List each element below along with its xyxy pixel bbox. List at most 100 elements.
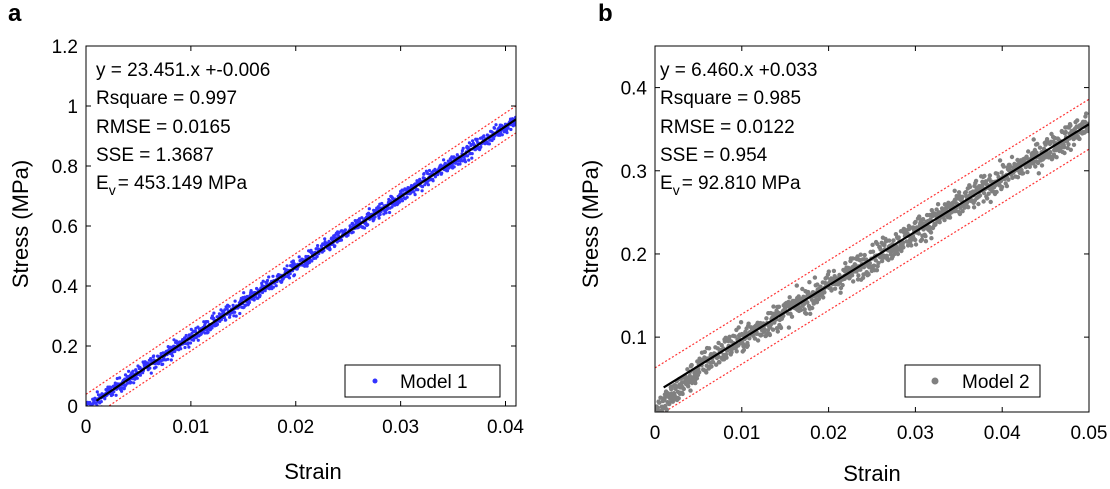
data-point — [981, 199, 986, 204]
data-point — [999, 170, 1004, 175]
data-point — [91, 407, 94, 410]
data-point — [672, 393, 677, 398]
fit-line-b — [663, 123, 1089, 389]
x-tick-label: 0.02 — [277, 417, 314, 438]
data-point — [297, 255, 301, 259]
data-point — [500, 133, 504, 137]
data-point — [887, 238, 892, 243]
legend-dot — [372, 378, 378, 384]
y-axis-label-a: Stress (MPa) — [8, 160, 33, 288]
fit-line — [663, 123, 1089, 389]
data-point — [210, 326, 214, 330]
data-point — [384, 211, 388, 215]
data-point — [960, 194, 965, 199]
x-tick-label: 0.04 — [487, 417, 524, 438]
data-point — [88, 408, 91, 411]
data-point — [816, 296, 822, 302]
data-point — [86, 407, 89, 410]
data-point — [664, 407, 669, 412]
y-tick-label: 0.8 — [52, 157, 78, 178]
data-point — [179, 347, 183, 351]
data-point — [995, 171, 1000, 176]
data-point — [377, 216, 381, 220]
fit-line-a — [95, 118, 516, 402]
data-point — [716, 340, 721, 346]
prediction-bounds-b — [655, 98, 1089, 412]
data-point — [363, 226, 367, 230]
data-point — [1001, 164, 1006, 169]
data-point — [947, 215, 953, 220]
data-point — [420, 185, 425, 189]
data-point — [747, 336, 752, 341]
data-point — [452, 165, 456, 169]
data-point — [984, 196, 990, 201]
data-point — [710, 360, 716, 365]
data-point — [697, 370, 702, 375]
data-point — [445, 169, 450, 173]
data-point — [166, 357, 170, 361]
data-point — [916, 231, 921, 236]
data-point — [90, 408, 93, 411]
panel-b-label: b — [598, 0, 613, 27]
data-point — [455, 153, 459, 157]
data-point — [1036, 171, 1042, 176]
data-point — [872, 263, 877, 268]
data-point — [433, 175, 437, 179]
data-point — [129, 380, 133, 384]
data-point — [1031, 137, 1036, 142]
sse-a: SSE = 1.3687 — [96, 145, 214, 166]
data-point — [1025, 169, 1030, 175]
data-point — [832, 286, 838, 291]
data-point — [928, 230, 934, 235]
data-point — [161, 362, 165, 366]
data-point — [388, 199, 392, 203]
data-point — [767, 332, 773, 338]
data-point — [1004, 183, 1010, 189]
data-point — [261, 279, 265, 283]
rmse-a: RMSE = 0.0165 — [96, 117, 231, 138]
data-point — [1084, 111, 1089, 116]
data-point — [798, 307, 804, 313]
data-point — [188, 341, 193, 345]
data-point — [1020, 171, 1026, 176]
y-tick-label: 0.4 — [52, 277, 79, 298]
data-point — [351, 230, 355, 234]
data-point — [680, 391, 685, 397]
data-point — [422, 172, 426, 176]
data-point — [99, 400, 103, 404]
data-point — [952, 188, 957, 193]
x-tick-label: 0 — [81, 417, 92, 438]
data-point — [378, 212, 382, 217]
data-point — [723, 335, 728, 340]
data-point — [800, 286, 805, 292]
data-point — [366, 223, 370, 227]
data-point — [194, 336, 198, 340]
data-point — [882, 242, 887, 248]
data-point — [252, 298, 256, 302]
data-point — [1048, 150, 1053, 155]
data-point — [856, 273, 861, 278]
data-point — [717, 360, 722, 365]
data-point — [982, 173, 987, 179]
data-point — [206, 320, 210, 324]
legend-label-b: Model 2 — [962, 372, 1030, 393]
data-point — [328, 247, 332, 251]
data-point — [971, 205, 977, 210]
data-point — [850, 256, 855, 261]
x-tick-label: 0.01 — [723, 423, 760, 444]
data-point — [840, 282, 845, 288]
data-point — [789, 314, 795, 319]
data-point — [670, 399, 675, 404]
data-point — [812, 275, 818, 280]
data-point — [1015, 157, 1020, 163]
data-point — [1066, 142, 1071, 147]
data-point — [413, 193, 417, 197]
data-point — [822, 290, 827, 295]
data-point — [988, 199, 993, 205]
data-point — [132, 381, 136, 385]
data-point — [240, 298, 244, 302]
data-point — [316, 244, 320, 248]
data-point — [238, 311, 242, 316]
y-tick-label: 1 — [67, 97, 78, 118]
data-point — [821, 295, 826, 300]
